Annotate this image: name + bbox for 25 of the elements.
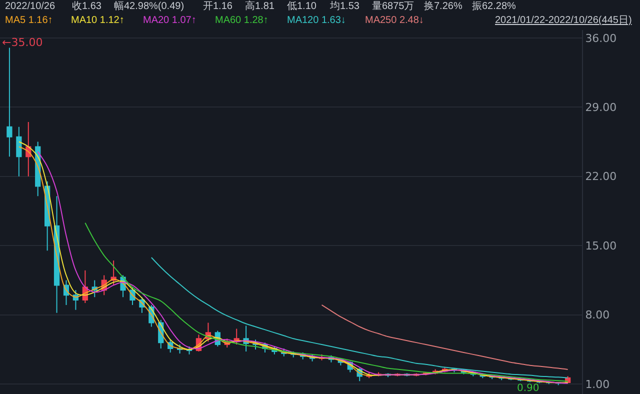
text: 开1.16 (203, 1, 233, 12)
text: MA5 1.16↑ (5, 15, 53, 26)
annotation: 0.90 (517, 383, 540, 394)
y-tick-label: 8.00 (585, 308, 610, 322)
text: 幅42.98%(0.49) (114, 0, 184, 12)
text: 振62.28% (472, 0, 516, 12)
text: 收1.63 (72, 1, 102, 12)
y-tick-label: 29.00 (585, 101, 617, 114)
y-tick-label: 1.00 (585, 378, 610, 391)
text: 换7.26% (424, 0, 462, 12)
text: 均1.53 (329, 0, 360, 12)
text: MA60 1.28↑ (215, 15, 268, 26)
text: 2021/01/22-2022/10/26(445日) (495, 15, 632, 26)
y-tick-label: 22.00 (585, 170, 617, 184)
text: 量6875万 (372, 1, 414, 12)
y-tick-label: 15.00 (585, 239, 617, 252)
text: 2022/10/26 (5, 1, 56, 12)
text: 高1.81 (245, 0, 275, 12)
text: 低1.10 (287, 1, 317, 12)
text: MA10 1.12↑ (71, 15, 124, 26)
text: MA20 1.07↑ (143, 15, 196, 26)
text: MA120 1.63↓ (287, 15, 346, 26)
y-tick-label: 36.00 (585, 32, 617, 45)
annotation: ←35.00 (2, 36, 43, 49)
text: MA250 2.48↓ (365, 15, 424, 26)
